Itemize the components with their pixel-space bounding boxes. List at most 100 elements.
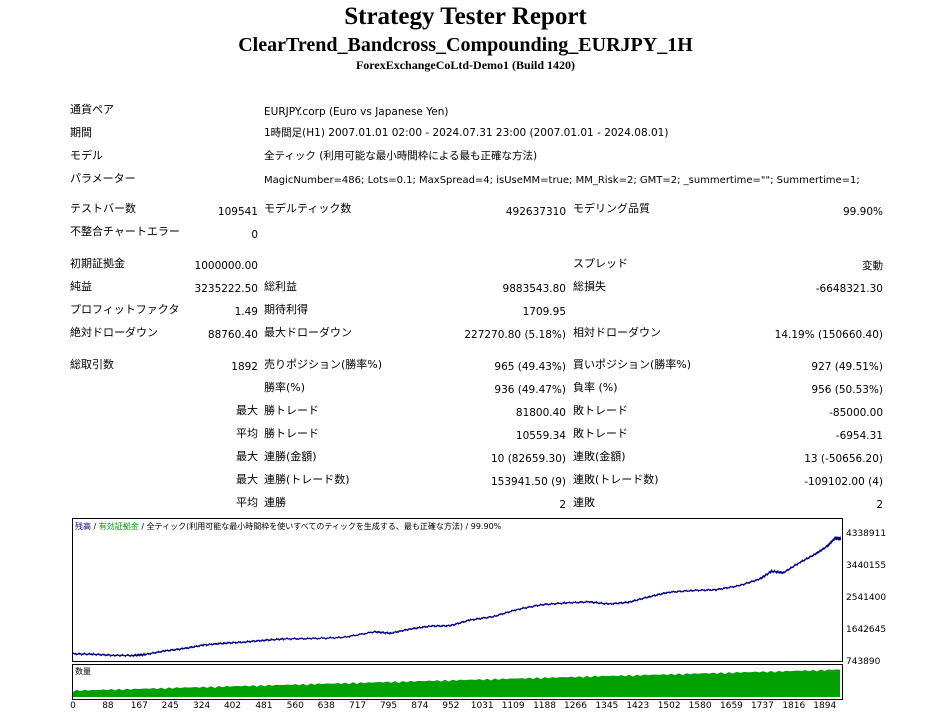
maxdd-label: 最大ドローダウン <box>264 326 352 339</box>
avgconsloss-value: 2 <box>876 499 883 511</box>
long-value: 927 (49.51%) <box>811 361 883 373</box>
grossloss-label: 総損失 <box>573 280 606 293</box>
period-label: 期間 <box>70 126 92 139</box>
legend-quality: 99.90% <box>470 522 502 531</box>
parameters-label: パラメーター <box>70 172 136 185</box>
balance-line <box>72 535 842 658</box>
x-tick-label: 795 <box>379 701 398 711</box>
x-tick-label: 1502 <box>657 701 681 711</box>
maxconswin-value: 10 (82659.30) <box>491 453 566 465</box>
x-tick-label: 1894 <box>813 701 837 711</box>
avgloss-label: 敗トレード <box>573 427 628 440</box>
avgloss-value: -6954.31 <box>835 430 883 442</box>
avg-label-1: 平均 <box>236 427 258 440</box>
avgwin-label: 勝トレード <box>264 427 319 440</box>
expected-label: 期待利得 <box>264 303 308 316</box>
x-tick-label: 1266 <box>564 701 587 711</box>
x-tick-label: 88 <box>102 701 114 711</box>
x-tick-label: 560 <box>286 701 304 711</box>
symbol-value: EURJPY.corp (Euro vs Japanese Yen) <box>264 106 449 118</box>
x-tick-label: 717 <box>348 701 367 711</box>
x-tick-label: 638 <box>317 701 335 711</box>
x-tick-label: 1423 <box>626 701 650 711</box>
largestloss-label: 敗トレード <box>573 404 628 417</box>
quality-value: 99.90% <box>842 206 883 218</box>
winrate-label: 勝率(%) <box>264 381 306 394</box>
max-label-3: 最大 <box>236 473 258 486</box>
reldd-label: 相対ドローダウン <box>573 326 661 339</box>
trades-label: 総取引数 <box>70 358 114 371</box>
short-value: 965 (49.43%) <box>494 361 566 373</box>
legend-desc: 全ティック(利用可能な最小時間枠を使いすべてのティックを生成する、最も正確な方法… <box>146 522 463 531</box>
x-tick-label: 874 <box>411 701 429 711</box>
x-tick-label: 245 <box>161 701 179 711</box>
period-value: 1時間足(H1) 2007.01.01 02:00 - 2024.07.31 2… <box>264 127 669 139</box>
largestwin-value: 81800.40 <box>515 407 566 419</box>
short-label: 売りポジション(勝率%) <box>264 358 383 371</box>
avgconsloss-label: 連敗 <box>573 496 595 509</box>
maxconslossamt-label: 連敗(トレード数) <box>573 473 659 486</box>
x-tick-label: 1031 <box>470 701 494 711</box>
grossloss-value: -6648321.30 <box>815 283 883 295</box>
modelticks-value: 492637310 <box>505 206 566 218</box>
x-tick-label: 324 <box>193 701 211 711</box>
maxdd-value: 227270.80 (5.18%) <box>464 329 566 341</box>
grossprofit-value: 9883543.80 <box>502 283 566 295</box>
x-tick-label: 1816 <box>782 701 806 711</box>
netprofit-value: 3235222.50 <box>194 283 258 295</box>
absdd-label: 絶対ドローダウン <box>70 326 158 339</box>
x-tick-label: 1580 <box>688 701 712 711</box>
testbars-value: 109541 <box>217 206 258 218</box>
mismatch-value: 0 <box>251 229 258 241</box>
x-tick-label: 1737 <box>750 701 774 711</box>
x-tick-label: 402 <box>223 701 242 711</box>
modelticks-label: モデルティック数 <box>264 202 352 215</box>
balance-chart-frame <box>72 518 843 662</box>
avgconswin-value: 2 <box>559 499 566 511</box>
y-tick-label: 3440155 <box>846 561 887 571</box>
x-tick-label: 952 <box>442 701 460 711</box>
report-title: Strategy Tester Report <box>344 3 587 30</box>
lossrate-label: 負率 (%) <box>573 381 618 394</box>
avg-label-2: 平均 <box>236 496 258 509</box>
spread-value: 変動 <box>862 260 883 272</box>
ea-name: ClearTrend_Bandcross_Compounding_EURJPY_… <box>238 34 693 56</box>
x-tick-label: 1188 <box>533 701 556 711</box>
model-label: モデル <box>70 149 103 162</box>
deposit-label: 初期証拠金 <box>70 257 125 270</box>
lossrate-value: 956 (50.53%) <box>811 384 883 396</box>
long-label: 買いポジション(勝率%) <box>573 358 692 371</box>
volume-area <box>73 669 840 697</box>
maxconsloss-value: 13 (-50656.20) <box>804 453 883 465</box>
avgwin-value: 10559.34 <box>515 430 566 442</box>
volume-chart-frame <box>72 664 843 700</box>
maxconsprofit-label: 連勝(トレード数) <box>264 473 350 486</box>
x-tick-label: 481 <box>255 701 273 711</box>
max-label-1: 最大 <box>236 404 258 417</box>
reldd-value: 14.19% (150660.40) <box>774 329 883 341</box>
mismatch-label: 不整合チャートエラー <box>70 225 180 238</box>
quality-label: モデリング品質 <box>573 202 650 215</box>
y-tick-label: 2541400 <box>846 593 887 603</box>
pf-value: 1.49 <box>234 306 258 318</box>
largestwin-label: 勝トレード <box>264 404 319 417</box>
maxconslossamt-value: -109102.00 (4) <box>804 476 883 488</box>
legend-equity: 有効証拠金 <box>98 522 139 531</box>
x-tick-label: 1345 <box>595 701 619 711</box>
legend-balance: 残高 <box>75 522 91 531</box>
absdd-value: 88760.40 <box>207 329 258 341</box>
volume-label: 数量 <box>75 667 91 676</box>
maxconsprofit-value: 153941.50 (9) <box>491 476 566 488</box>
chart-legend: 残高 / 有効証拠金 / 全ティック(利用可能な最小時間枠を使いすべてのティック… <box>75 522 502 531</box>
y-tick-label: 1642645 <box>846 625 887 635</box>
max-label-2: 最大 <box>236 450 258 463</box>
x-tick-label: 1659 <box>720 701 743 711</box>
x-tick-label: 167 <box>130 701 148 711</box>
symbol-label: 通貨ペア <box>70 103 114 116</box>
server-build: ForexExchangeCoLtd-Demo1 (Build 1420) <box>355 58 576 72</box>
grossprofit-label: 総利益 <box>264 280 297 293</box>
trades-value: 1892 <box>231 361 258 373</box>
spread-label: スプレッド <box>573 257 628 270</box>
deposit-value: 1000000.00 <box>194 260 258 272</box>
x-tick-label: 1109 <box>501 701 525 711</box>
